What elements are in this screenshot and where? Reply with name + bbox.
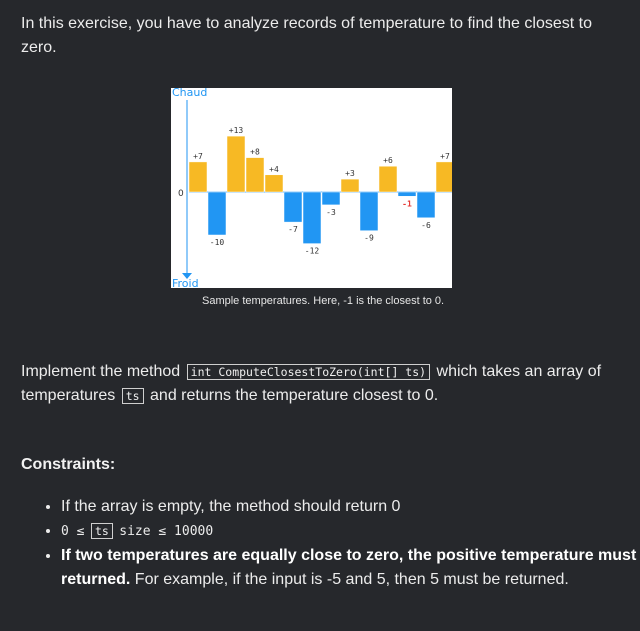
axis-bottom-label: Froid — [172, 277, 199, 288]
bar-label-11: -1 — [402, 199, 412, 208]
bar-label-3: +8 — [250, 148, 260, 157]
method-description: Implement the method int ComputeClosestT… — [21, 360, 621, 408]
zero-label: 0 — [178, 189, 184, 199]
bar-label-5: -7 — [288, 225, 298, 234]
chart-caption: Sample temperatures. Here, -1 is the clo… — [202, 295, 445, 307]
bar-5 — [283, 191, 303, 223]
constraints-list: If the array is empty, the method should… — [21, 495, 640, 592]
bar-9 — [359, 191, 379, 231]
desc-part1: Implement the method — [21, 363, 181, 380]
temperature-chart: Chaud Froid 0 +7 -10 +13 +8 +4 -7 -12 -3 +3 -9 +6 -… — [171, 88, 452, 288]
constraint-3-rest: For example, if the input is -5 and 5, t… — [130, 571, 569, 588]
bar-13 — [435, 161, 452, 193]
bar-label-7: -3 — [326, 208, 336, 217]
desc-part2: which takes an array of temperatures — [21, 363, 602, 404]
bar-label-8: +3 — [345, 169, 355, 178]
bar-2 — [226, 135, 246, 193]
constraints-title: Constraints: — [21, 456, 116, 473]
bar-1 — [207, 191, 227, 236]
bar-6 — [302, 191, 322, 244]
bar-11 — [397, 191, 417, 197]
bar-8 — [340, 178, 360, 193]
desc-part3: and returns the temperature closest to 0… — [150, 387, 439, 404]
bar-label-1: -10 — [210, 238, 225, 247]
bar-label-10: +6 — [383, 156, 393, 165]
constraint-1-text: If the array is empty, the method should… — [61, 498, 401, 515]
constraint-empty-array: If the array is empty, the method should… — [61, 495, 640, 519]
axis-top-label: Chaud — [172, 88, 207, 99]
bar-label-0: +7 — [193, 152, 203, 161]
constraint-2-b: size ≤ 10000 — [119, 524, 214, 539]
bar-label-12: -6 — [421, 221, 431, 230]
bar-3 — [245, 157, 265, 193]
bar-7 — [321, 191, 341, 206]
constraint-tie-rule: If two temperatures are equally close to… — [61, 544, 640, 592]
constraint-size: 0 ≤ ts size ≤ 10000 — [61, 519, 640, 544]
bar-label-13: +7 — [440, 152, 450, 161]
bar-label-9: -9 — [364, 234, 374, 243]
intro-text: In this exercise, you have to analyze re… — [21, 15, 592, 56]
constraint-2-a: 0 ≤ — [61, 524, 85, 539]
bar-label-6: -12 — [305, 247, 320, 256]
ts-code: ts — [121, 388, 144, 404]
constraint-2-code: ts — [90, 523, 113, 539]
axis-arrow-down — [182, 273, 192, 279]
bar-label-4: +4 — [269, 165, 279, 174]
bar-10 — [378, 165, 398, 193]
bar-label-2: +13 — [229, 126, 244, 135]
method-signature: int ComputeClosestToZero(int[] ts) — [186, 364, 431, 380]
bar-12 — [416, 191, 436, 219]
bar-0 — [188, 161, 208, 193]
constraint-3-bold: If two temperatures are equally close to… — [61, 547, 640, 588]
bar-4 — [264, 174, 284, 193]
